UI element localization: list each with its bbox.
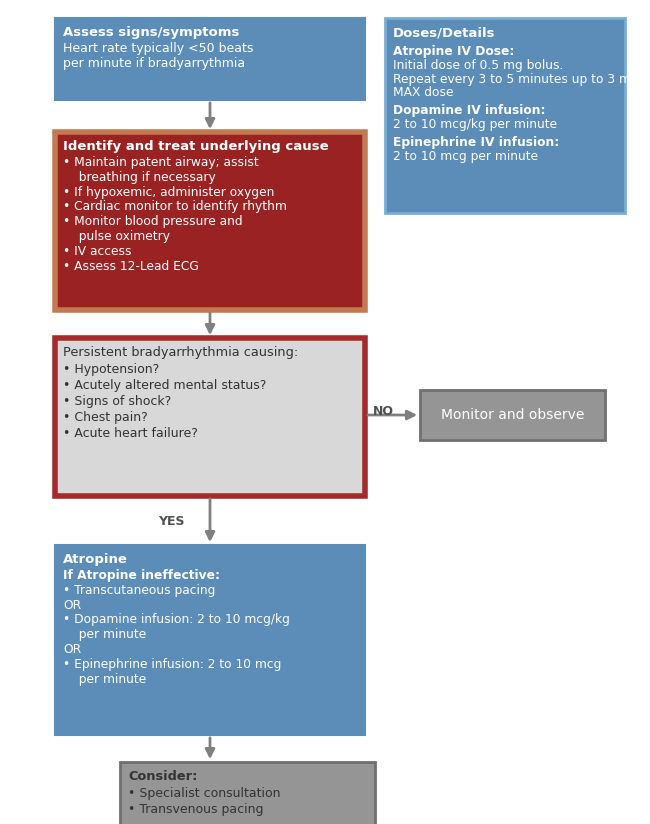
Text: Monitor and observe: Monitor and observe xyxy=(441,408,584,422)
Text: • Acute heart failure?: • Acute heart failure? xyxy=(63,427,198,440)
Text: • Maintain patent airway; assist: • Maintain patent airway; assist xyxy=(63,156,259,169)
Text: 2 to 10 mcg per minute: 2 to 10 mcg per minute xyxy=(393,150,538,163)
Text: Epinephrine IV infusion:: Epinephrine IV infusion: xyxy=(393,136,559,149)
Text: OR: OR xyxy=(63,644,81,656)
Text: NO: NO xyxy=(372,405,393,418)
Text: Atropine IV Dose:: Atropine IV Dose: xyxy=(393,44,514,58)
Text: breathing if necessary: breathing if necessary xyxy=(71,171,216,184)
Bar xyxy=(55,18,365,100)
Text: • Transvenous pacing: • Transvenous pacing xyxy=(128,803,263,816)
Text: Repeat every 3 to 5 minutes up to 3 mg: Repeat every 3 to 5 minutes up to 3 mg xyxy=(393,73,639,86)
Bar xyxy=(55,132,365,310)
Text: Assess signs/symptoms: Assess signs/symptoms xyxy=(63,26,239,39)
Text: If Atropine ineffective:: If Atropine ineffective: xyxy=(63,569,220,582)
Bar xyxy=(55,338,365,496)
Text: YES: YES xyxy=(159,515,185,528)
Text: per minute: per minute xyxy=(71,673,146,686)
Text: • Signs of shock?: • Signs of shock? xyxy=(63,395,171,408)
Text: Consider:: Consider: xyxy=(128,770,198,783)
Text: Atropine: Atropine xyxy=(63,553,128,566)
Text: • Acutely altered mental status?: • Acutely altered mental status? xyxy=(63,379,266,391)
Text: per minute if bradyarrythmia: per minute if bradyarrythmia xyxy=(63,57,245,70)
Bar xyxy=(55,545,365,735)
Bar xyxy=(420,390,605,440)
Text: Heart rate typically <50 beats: Heart rate typically <50 beats xyxy=(63,42,254,55)
Text: • IV access: • IV access xyxy=(63,245,131,258)
Text: Identify and treat underlying cause: Identify and treat underlying cause xyxy=(63,140,329,153)
Text: • Epinephrine infusion: 2 to 10 mcg: • Epinephrine infusion: 2 to 10 mcg xyxy=(63,658,281,671)
Text: per minute: per minute xyxy=(71,629,146,641)
Text: • Specialist consultation: • Specialist consultation xyxy=(128,787,281,799)
Text: Initial dose of 0.5 mg bolus.: Initial dose of 0.5 mg bolus. xyxy=(393,59,564,72)
Text: OR: OR xyxy=(63,598,81,611)
Bar xyxy=(120,762,375,824)
Text: Doses/Details: Doses/Details xyxy=(393,26,495,39)
Text: • Cardiac monitor to identify rhythm: • Cardiac monitor to identify rhythm xyxy=(63,200,287,213)
Text: pulse oximetry: pulse oximetry xyxy=(71,230,170,243)
Bar xyxy=(385,18,625,213)
Text: • Hypotension?: • Hypotension? xyxy=(63,363,159,376)
Text: • Assess 12-Lead ECG: • Assess 12-Lead ECG xyxy=(63,260,199,273)
Text: MAX dose: MAX dose xyxy=(393,87,454,100)
Text: • Transcutaneous pacing: • Transcutaneous pacing xyxy=(63,583,215,597)
Text: • If hypoxemic, administer oxygen: • If hypoxemic, administer oxygen xyxy=(63,185,274,199)
Text: • Monitor blood pressure and: • Monitor blood pressure and xyxy=(63,215,242,228)
Text: • Chest pain?: • Chest pain? xyxy=(63,411,148,424)
Text: Dopamine IV infusion:: Dopamine IV infusion: xyxy=(393,105,545,117)
Text: 2 to 10 mcg/kg per minute: 2 to 10 mcg/kg per minute xyxy=(393,118,557,131)
Text: Persistent bradyarrhythmia causing:: Persistent bradyarrhythmia causing: xyxy=(63,346,298,359)
Text: • Dopamine infusion: 2 to 10 mcg/kg: • Dopamine infusion: 2 to 10 mcg/kg xyxy=(63,613,290,626)
